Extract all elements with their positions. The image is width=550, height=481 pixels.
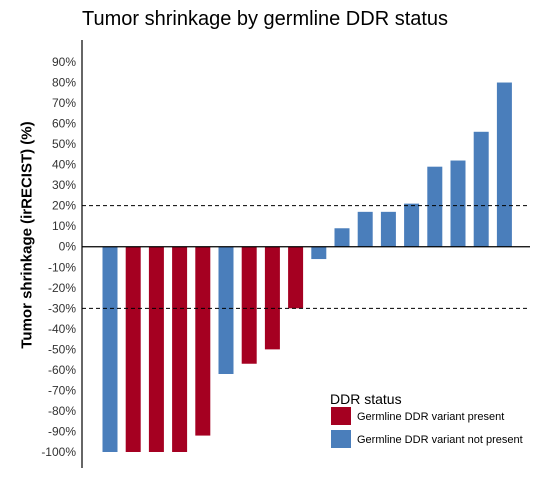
bar: [311, 246, 327, 260]
y-tick-label: 80%: [52, 76, 76, 90]
bar: [357, 211, 373, 247]
y-tick-label: 70%: [52, 96, 76, 110]
y-tick-label: -80%: [48, 404, 76, 418]
y-tick-label: -30%: [48, 301, 76, 315]
bar: [288, 246, 304, 309]
bar: [404, 203, 420, 247]
bar: [241, 246, 257, 364]
bar: [450, 160, 466, 247]
y-tick-label: -20%: [48, 281, 76, 295]
chart-title: Tumor shrinkage by germline DDR status: [82, 8, 449, 30]
y-tick-label: 90%: [52, 55, 76, 69]
bars-group: [102, 82, 512, 452]
bar: [427, 166, 443, 247]
y-tick-label: -10%: [48, 260, 76, 274]
legend-label-present: Germline DDR variant present: [357, 411, 504, 423]
y-tick-label: 20%: [52, 199, 76, 213]
y-tick-label: 0%: [59, 240, 77, 254]
bar: [496, 82, 512, 247]
y-tick-label: -50%: [48, 342, 76, 356]
y-tick-label: 50%: [52, 137, 76, 151]
legend-swatch-not-present: [331, 430, 351, 448]
legend-title: DDR status: [330, 391, 402, 407]
y-tick-label: 60%: [52, 117, 76, 131]
legend-label-not-present: Germline DDR variant not present: [357, 434, 523, 446]
y-axis-ticks: 90% 80% 70% 60% 50% 40% 30% 20% 10% 0% -10% -20% -30…: [41, 55, 76, 459]
y-tick-label: 30%: [52, 178, 76, 192]
y-tick-label: -70%: [48, 383, 76, 397]
bar: [473, 131, 489, 247]
y-tick-label: 40%: [52, 158, 76, 172]
legend: DDR status Germline DDR variant present …: [330, 391, 523, 448]
y-tick-label: -60%: [48, 363, 76, 377]
bar: [125, 246, 141, 452]
bar: [334, 228, 350, 247]
y-tick-label: -90%: [48, 424, 76, 438]
y-tick-label: -100%: [41, 445, 76, 459]
bar: [264, 246, 280, 350]
bar: [380, 211, 396, 247]
legend-swatch-present: [331, 407, 351, 425]
bar: [102, 246, 118, 452]
y-tick-label: 10%: [52, 219, 76, 233]
bar: [148, 246, 164, 452]
bar: [195, 246, 211, 436]
reference-lines: [82, 205, 530, 309]
bar: [218, 246, 234, 374]
y-tick-label: -40%: [48, 322, 76, 336]
bar: [172, 246, 188, 452]
